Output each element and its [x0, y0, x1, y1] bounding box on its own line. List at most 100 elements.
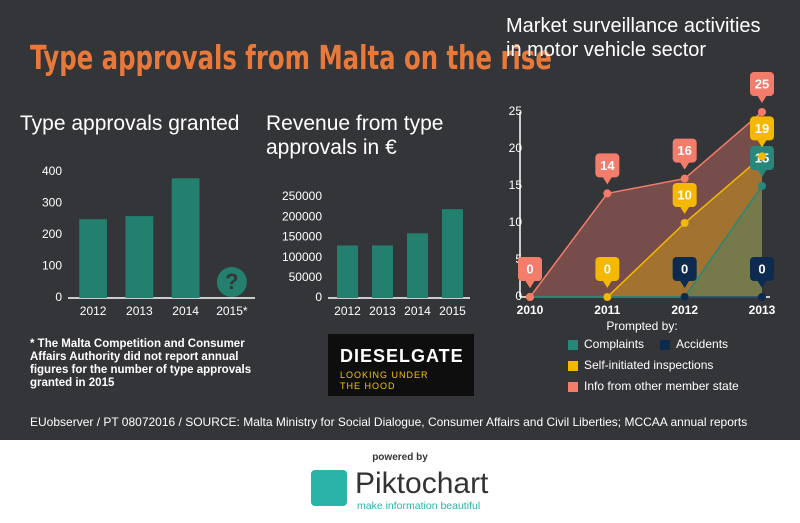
bar — [125, 216, 154, 298]
y-tick-label: 400 — [42, 164, 62, 178]
footer: powered by Piktochart make information b… — [0, 440, 800, 523]
chart-title: Market surveillance activities in motor … — [506, 15, 761, 61]
point — [680, 174, 689, 183]
y-tick-label: 150000 — [282, 230, 322, 244]
x-tick-label: 2014 — [172, 304, 199, 318]
x-tick-label: 2012 — [671, 303, 698, 317]
footnote: * The Malta Competition and Consumer Aff… — [30, 338, 252, 389]
annotation-bg — [216, 267, 247, 297]
value-label-bg — [672, 183, 697, 207]
bar — [171, 178, 200, 298]
legend-label: Info from other member state — [584, 379, 739, 393]
value-label: 0 — [526, 261, 533, 276]
point — [758, 152, 766, 161]
legend-swatch — [660, 340, 670, 350]
bar — [372, 245, 393, 298]
y-tick-label: 0 — [55, 290, 62, 304]
point — [758, 293, 766, 301]
line — [530, 185, 763, 298]
value-label-bg — [672, 138, 697, 163]
value-label-pointer — [757, 95, 767, 103]
y-tick-label: 25 — [509, 104, 523, 118]
y-tick-label: 10 — [509, 215, 523, 229]
value-label-bg — [750, 257, 774, 281]
point — [603, 189, 612, 198]
x-tick-label: 2014 — [404, 304, 431, 318]
value-label: 0 — [758, 261, 765, 276]
y-tick-label: 15 — [509, 178, 523, 192]
point — [526, 293, 534, 301]
y-tick-label: 20 — [509, 141, 523, 155]
y-tick-label: 0 — [515, 289, 522, 303]
value-label-pointer — [602, 176, 613, 185]
tagline: make information beautiful — [357, 500, 481, 512]
point — [680, 219, 689, 227]
area — [530, 112, 762, 297]
x-tick-label: 2012 — [80, 304, 107, 318]
badge-title: DIESELGATE — [340, 346, 464, 366]
legend-title: Prompted by: — [606, 319, 677, 333]
brand: Piktochart — [355, 467, 489, 500]
x-tick-label: 2015* — [216, 304, 248, 318]
x-tick-label: 2013 — [369, 304, 396, 318]
legend-label: Self-initiated inspections — [584, 358, 713, 372]
point — [758, 182, 766, 190]
value-label-pointer — [757, 280, 767, 288]
badge-subtitle: LOOKING UNDER THE HOOD — [340, 370, 429, 391]
point — [603, 293, 612, 301]
y-tick-label: 100000 — [282, 250, 322, 264]
value-label-pointer — [679, 161, 690, 170]
y-tick-label: 300 — [42, 196, 62, 210]
value-label-pointer — [679, 280, 690, 288]
bar — [337, 245, 358, 298]
logo — [311, 470, 347, 506]
bar — [79, 219, 107, 298]
chart-title: Revenue from type approvals in € — [266, 112, 444, 159]
y-tick-label: 200000 — [282, 209, 322, 223]
x-tick-label: 2010 — [517, 303, 544, 317]
value-label-pointer — [757, 139, 767, 148]
x-tick-label: 2012 — [334, 304, 361, 318]
line — [529, 111, 763, 298]
value-label: 16 — [677, 143, 691, 158]
value-label-pointer — [679, 206, 690, 214]
area — [530, 156, 762, 297]
value-label-pointer — [602, 280, 613, 288]
y-tick-label: 250000 — [282, 189, 322, 203]
main-title: Type approvals from Malta on the rise — [30, 38, 552, 77]
bar — [407, 233, 428, 298]
y-tick-label: 50000 — [289, 270, 323, 284]
value-label-bg — [750, 72, 774, 96]
badge: DIESELGATE LOOKING UNDER THE HOOD — [328, 334, 474, 396]
y-tick-label: 200 — [42, 227, 62, 241]
y-tick-label: 0 — [315, 290, 322, 304]
x-tick-label: 2015 — [439, 304, 466, 318]
legend-swatch — [568, 382, 578, 392]
value-label: 0 — [604, 261, 611, 276]
chart-title: Type approvals granted — [20, 112, 240, 135]
value-label: 0 — [681, 261, 688, 276]
x-tick-label: 2013 — [126, 304, 153, 318]
value-label: 14 — [600, 158, 615, 173]
legend-swatch — [568, 340, 578, 350]
area — [530, 186, 762, 297]
value-label-bg — [672, 257, 697, 281]
source: EUobserver / PT 08072016 / SOURCE: Malta… — [30, 415, 748, 429]
legend-label: Complaints — [584, 337, 644, 351]
value-label: 10 — [677, 187, 691, 202]
value-label-bg — [595, 257, 620, 281]
value-label-bg — [595, 153, 620, 178]
value-label-bg — [750, 116, 774, 141]
legend-swatch — [568, 361, 578, 371]
value-label-bg — [518, 257, 542, 281]
value-label-pointer — [525, 280, 535, 288]
powered-by: powered by — [372, 452, 428, 463]
point — [758, 108, 766, 116]
y-tick-label: 100 — [42, 259, 62, 273]
value-label: 19 — [755, 121, 769, 136]
legend-label: Accidents — [676, 337, 728, 351]
value-label-pointer — [757, 169, 767, 177]
bar — [442, 209, 463, 298]
